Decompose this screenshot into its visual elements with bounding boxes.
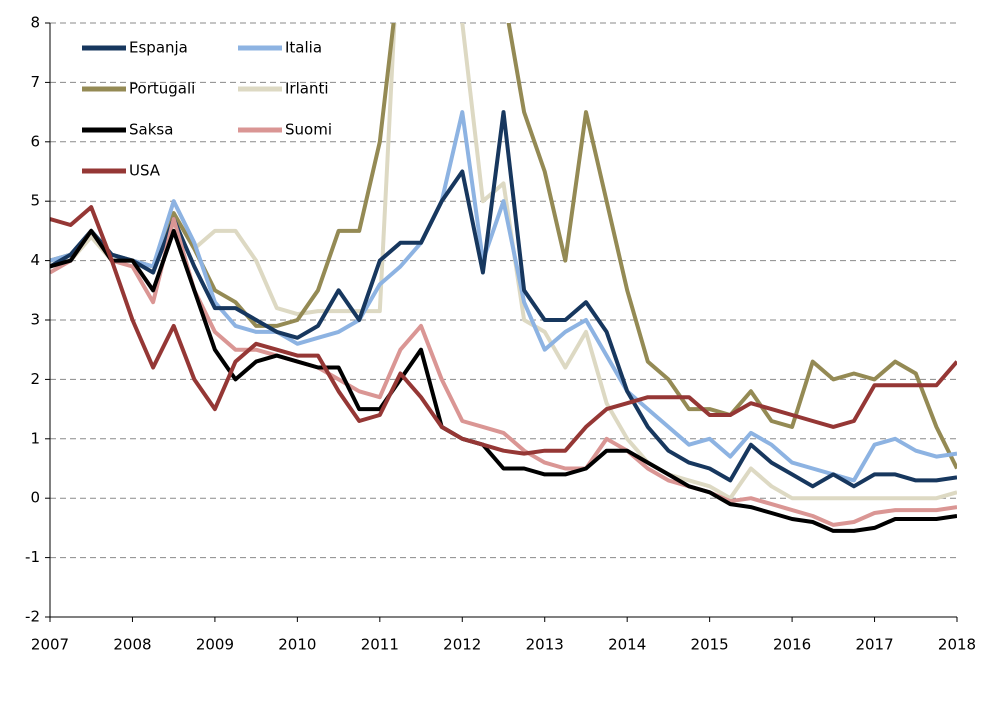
legend-label: USA xyxy=(129,162,161,180)
y-tick-label: 7 xyxy=(30,73,40,91)
x-tick-label: 2011 xyxy=(361,636,399,654)
series-line xyxy=(50,23,957,501)
y-tick-label: 5 xyxy=(30,192,40,210)
legend-label: Italia xyxy=(285,39,322,57)
legend-label: Espanja xyxy=(129,39,188,57)
x-tick-label: 2018 xyxy=(938,636,976,654)
y-tick-label: 8 xyxy=(30,14,40,32)
axes: -2 -1 0 1 2 3 4 5 6 7 8 2007 2008 2009 2010 2011 2012 201… xyxy=(25,14,976,654)
x-tick-label: 2010 xyxy=(278,636,316,654)
y-tick-label: 0 xyxy=(30,489,40,507)
y-tick-label: 3 xyxy=(30,311,40,329)
series-line xyxy=(50,205,957,456)
legend-label: Irlanti xyxy=(285,80,329,98)
series-line xyxy=(50,23,957,470)
legend-label: Saksa xyxy=(129,121,173,139)
y-tick-label: 2 xyxy=(30,370,40,388)
legend: Espanja Italia Portugali Irlanti Saksa Suomi U… xyxy=(82,39,332,180)
x-tick-label: 2016 xyxy=(773,636,811,654)
y-tick-label: 1 xyxy=(30,429,40,447)
x-tick-label: 2008 xyxy=(113,636,151,654)
x-tick-label: 2012 xyxy=(443,636,481,654)
x-tick-label: 2014 xyxy=(608,636,646,654)
y-tick-label: 4 xyxy=(30,251,40,269)
legend-label: Portugali xyxy=(129,80,195,98)
x-tick-label: 2009 xyxy=(196,636,234,654)
x-tick-label: 2017 xyxy=(855,636,893,654)
lines xyxy=(50,23,957,533)
y-tick-label: -2 xyxy=(25,608,40,626)
series-line xyxy=(50,228,957,533)
x-tick-label: 2013 xyxy=(526,636,564,654)
x-tick-label: 2007 xyxy=(31,636,69,654)
y-tick-label: -1 xyxy=(25,548,40,566)
legend-label: Suomi xyxy=(285,121,332,139)
x-tick-label: 2015 xyxy=(691,636,729,654)
series-line xyxy=(50,110,957,489)
series-line xyxy=(50,110,957,483)
y-tick-label: 6 xyxy=(30,132,40,150)
